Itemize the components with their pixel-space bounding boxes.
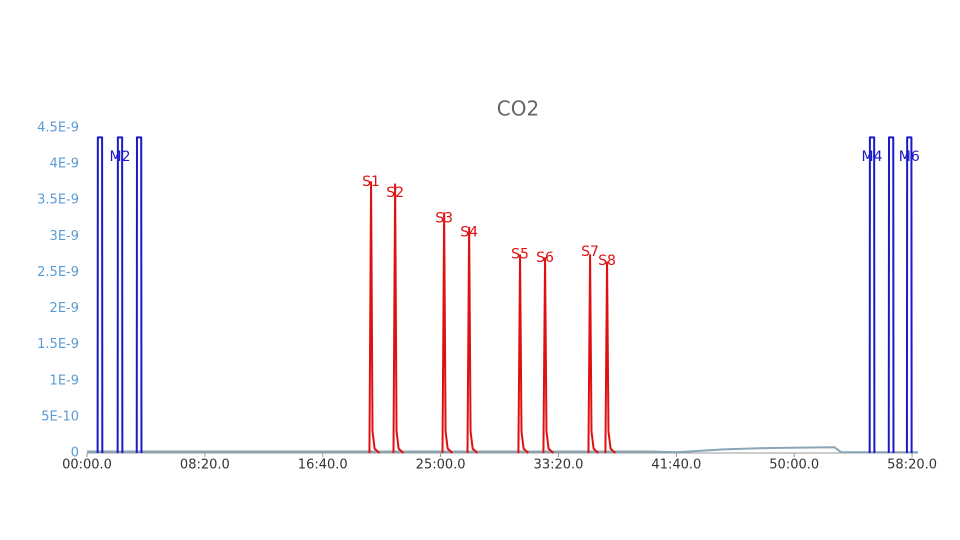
peak-label: S3 <box>435 210 453 226</box>
y-tick-label: 3E-9 <box>50 229 79 244</box>
x-tick-label: 33:20.0 <box>534 458 584 473</box>
peak-label: S6 <box>536 250 554 266</box>
y-tick-label: 0 <box>71 446 79 461</box>
series-line <box>368 181 616 454</box>
y-tick-label: 1E-9 <box>50 373 79 388</box>
chart-title: CO2 <box>497 97 539 121</box>
x-tick-label: 16:40.0 <box>298 458 348 473</box>
peak-label: S1 <box>362 174 380 190</box>
series-line <box>96 136 913 454</box>
x-tick-label: 58:20.0 <box>887 458 937 473</box>
y-tick-label: 2.5E-9 <box>37 265 79 280</box>
x-tick-label: 00:00.0 <box>62 458 112 473</box>
series-line <box>87 446 918 454</box>
y-tick-label: 4E-9 <box>50 157 79 172</box>
peak-label: S5 <box>511 246 529 262</box>
peak-label: M2 <box>110 149 131 165</box>
y-tick-label: 5E-10 <box>41 409 79 424</box>
y-tick-label: 4.5E-9 <box>37 121 79 136</box>
x-tick-label: 08:20.0 <box>180 458 230 473</box>
peak-label: M4 <box>862 149 883 165</box>
peak-label: S2 <box>386 185 404 201</box>
x-tick-label: 50:00.0 <box>769 458 819 473</box>
peak-label: M6 <box>899 149 920 165</box>
y-tick-label: 3.5E-9 <box>37 193 79 208</box>
peak-label: S4 <box>460 225 478 241</box>
x-tick-label: 25:00.0 <box>416 458 466 473</box>
y-tick-label: 1.5E-9 <box>37 337 79 352</box>
y-tick-label: 2E-9 <box>50 301 79 316</box>
peak-label: S8 <box>598 253 616 269</box>
x-tick-label: 41:40.0 <box>651 458 701 473</box>
peak-label: S7 <box>581 244 599 260</box>
